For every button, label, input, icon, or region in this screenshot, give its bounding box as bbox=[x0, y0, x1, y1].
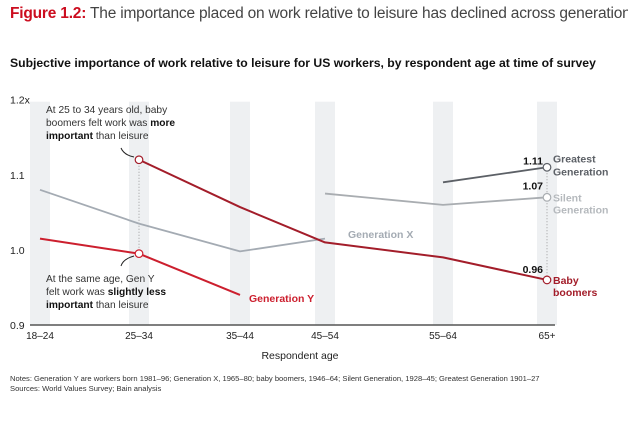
x-tick-label: 18–24 bbox=[26, 331, 54, 342]
marker-silent-65 bbox=[542, 192, 552, 202]
line-silent-generation bbox=[324, 192, 548, 206]
x-axis-ticks: 18–24 25–34 35–44 45–54 55–64 65+ bbox=[26, 331, 556, 342]
annotation-top-line3-post: than leisure bbox=[93, 131, 149, 142]
line-greatest-generation bbox=[442, 166, 548, 184]
value-label-boomers: 0.96 bbox=[523, 264, 544, 276]
marker-boomers-65 bbox=[542, 275, 552, 285]
y-tick-label: 0.9 bbox=[10, 320, 25, 332]
legend-silent-line1: Silent bbox=[553, 192, 582, 204]
y-tick-label: 1.0 bbox=[10, 245, 25, 257]
annotation-bottom-line2-bold: slightly less bbox=[108, 287, 167, 298]
annotation-top-leader bbox=[120, 147, 135, 158]
legend-silent-line2: Generation bbox=[553, 204, 608, 216]
column-band-4 bbox=[433, 101, 453, 325]
x-tick-label: 65+ bbox=[539, 331, 556, 342]
label-generation-y: Generation Y bbox=[249, 293, 314, 305]
y-tick-label: 1.1 bbox=[10, 170, 25, 182]
column-band-0 bbox=[30, 101, 50, 325]
x-tick-label: 45–54 bbox=[311, 331, 339, 342]
legend-greatest-line1: Greatest bbox=[553, 153, 596, 165]
notes-block: Notes: Generation Y are workers born 198… bbox=[10, 374, 540, 394]
column-band-2 bbox=[230, 101, 250, 325]
annotation-top-line3: important than leisure bbox=[46, 131, 149, 142]
legend-greatest-line2: Generation bbox=[553, 166, 608, 178]
line-baby-boomers bbox=[138, 158, 548, 281]
figure-title: Figure 1.2: The importance placed on wor… bbox=[10, 5, 628, 23]
label-generation-x: Generation X bbox=[348, 229, 413, 241]
column-band-3 bbox=[315, 101, 335, 325]
legend-boomers-line1: Baby bbox=[553, 275, 579, 287]
marker-boomers-25-34 bbox=[134, 155, 144, 165]
value-label-silent: 1.07 bbox=[523, 180, 544, 192]
column-bands bbox=[30, 101, 557, 325]
y-tick-label: 1.2x bbox=[10, 95, 31, 107]
value-label-greatest: 1.11 bbox=[523, 155, 543, 167]
annotation-top: At 25 to 34 years old, baby boomers felt… bbox=[46, 105, 175, 158]
chart-title: Subjective importance of work relative t… bbox=[10, 56, 596, 70]
series-lines bbox=[39, 158, 548, 296]
annotation-bottom-line2: felt work was slightly less bbox=[46, 287, 166, 298]
x-tick-label: 25–34 bbox=[125, 331, 153, 342]
annotation-bottom-line1: At the same age, Gen Y bbox=[46, 274, 155, 285]
figure-title-text: The importance placed on work relative t… bbox=[86, 5, 628, 22]
y-axis-ticks: 1.2x 1.1 1.0 0.9 bbox=[10, 95, 31, 332]
marker-greatest-65 bbox=[542, 162, 552, 172]
annotation-top-line3-bold: important bbox=[46, 131, 94, 142]
notes-text: Notes: Generation Y are workers born 198… bbox=[10, 374, 540, 383]
annotation-top-line2: boomers felt work was more bbox=[46, 118, 175, 129]
sources-text: Sources: World Values Survey; Bain analy… bbox=[10, 384, 162, 393]
annotation-top-line1: At 25 to 34 years old, baby bbox=[46, 105, 168, 116]
annotation-bottom-line3: important than leisure bbox=[46, 300, 149, 311]
annotation-top-line2-pre: boomers felt work was bbox=[46, 118, 150, 129]
line-generation-x bbox=[39, 188, 326, 253]
series-markers bbox=[134, 155, 552, 285]
x-tick-label: 55–64 bbox=[429, 331, 457, 342]
annotation-top-line2-bold: more bbox=[150, 118, 175, 129]
x-axis-label: Respondent age bbox=[261, 350, 338, 362]
annotation-bottom: At the same age, Gen Y felt work was sli… bbox=[46, 255, 166, 311]
annotation-bottom-line2-pre: felt work was bbox=[46, 287, 108, 298]
guide-lines bbox=[138, 159, 548, 280]
column-band-1 bbox=[129, 101, 149, 325]
legend-boomers-line2: boomers bbox=[553, 287, 598, 299]
marker-geny-25-34 bbox=[134, 249, 144, 259]
annotation-bottom-line3-post: than leisure bbox=[93, 300, 149, 311]
column-band-5 bbox=[537, 101, 557, 325]
annotation-bottom-line3-bold: important bbox=[46, 300, 94, 311]
annotation-bottom-leader bbox=[120, 255, 135, 267]
x-tick-label: 35–44 bbox=[226, 331, 254, 342]
figure-number: Figure 1.2: bbox=[10, 5, 87, 22]
